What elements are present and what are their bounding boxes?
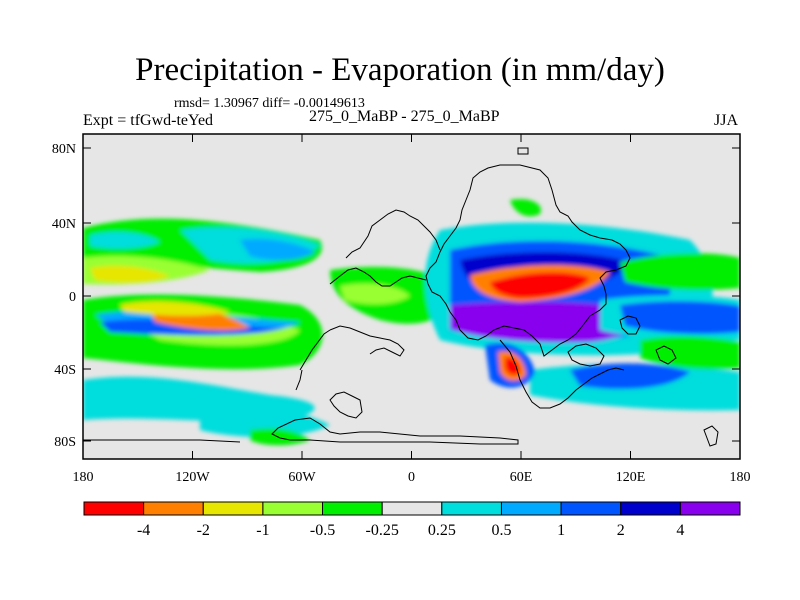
x-tick-label: 0 <box>408 470 415 485</box>
contour-patch <box>240 238 315 261</box>
y-tick-label: 40S <box>54 363 76 378</box>
colorbar-label: -0.5 <box>310 522 335 539</box>
x-axis: 180 120W 60W 0 60E 120E 180 <box>73 134 751 485</box>
colorbar-swatch <box>500 501 562 516</box>
contour-patch <box>620 301 740 334</box>
contour-fill-layer <box>83 198 740 446</box>
colorbar-label: 2 <box>617 522 625 539</box>
contour-patch <box>340 283 410 305</box>
continent-outline <box>345 209 441 259</box>
contour-patch <box>510 198 541 217</box>
contour-patch <box>90 231 160 249</box>
colorbar-swatch <box>381 501 443 516</box>
x-tick-label: 60W <box>288 470 316 485</box>
x-tick-label: 180 <box>73 470 94 485</box>
contour-patch <box>450 301 643 343</box>
colorbar: -4 -2 -1 -0.5 -0.25 0.25 0.5 1 2 4 <box>83 501 741 539</box>
colorbar-swatch <box>620 501 681 516</box>
continent-outline <box>329 325 405 357</box>
continent-outline <box>299 329 331 371</box>
colorbar-swatch <box>262 501 324 516</box>
continent-outline <box>499 339 625 409</box>
contour-patch <box>200 408 330 437</box>
colorbar-label: -1 <box>256 522 269 539</box>
colorbar-swatch <box>441 501 502 516</box>
contour-patch <box>620 253 740 290</box>
plot-title: Precipitation - Evaporation (in mm/day) <box>135 52 665 88</box>
x-tick-label: 120W <box>175 470 210 485</box>
colorbar-label: 0.25 <box>428 522 456 539</box>
continent-outline <box>271 417 519 445</box>
colorbar-swatch <box>322 501 383 516</box>
y-tick-label: 40N <box>52 217 76 232</box>
contour-patch <box>90 265 170 283</box>
colorbar-label: 1 <box>557 522 565 539</box>
x-tick-label: 120E <box>616 470 646 485</box>
contour-patch <box>490 272 590 298</box>
contour-patch <box>250 428 310 446</box>
x-tick-label: 180 <box>730 470 751 485</box>
experiment-label: Expt = tfGwd-teYed <box>83 112 214 129</box>
continent-outline <box>619 315 641 335</box>
colorbar-swatch <box>202 501 264 516</box>
coastline-layer <box>83 147 719 447</box>
continent-outline <box>329 391 363 419</box>
contour-patch <box>570 363 690 390</box>
continent-outline <box>655 345 677 365</box>
colorbar-label: -4 <box>137 522 150 539</box>
continent-outline <box>295 369 303 391</box>
continent-outline <box>425 164 631 357</box>
contour-patch <box>505 357 520 375</box>
y-tick-label: 80S <box>54 435 76 450</box>
colorbar-swatch <box>143 501 204 516</box>
contour-patch <box>640 336 740 370</box>
colorbar-swatch <box>83 501 145 516</box>
stats-label: rmsd= 1.30967 diff= -0.00149613 <box>174 96 365 111</box>
colorbar-swatch <box>560 501 622 516</box>
colorbar-label: -0.25 <box>366 522 399 539</box>
run-label: 275_0_MaBP - 275_0_MaBP <box>309 108 500 125</box>
season-label: JJA <box>714 112 739 129</box>
continent-outline <box>517 147 529 155</box>
colorbar-swatch <box>679 501 741 516</box>
x-tick-label: 60E <box>510 470 533 485</box>
y-tick-label: 0 <box>69 290 76 305</box>
colorbar-label: 0.5 <box>491 522 511 539</box>
y-tick-label: 80N <box>52 142 76 157</box>
colorbar-label: 4 <box>676 522 684 539</box>
continent-outline <box>567 343 605 367</box>
continent-outline <box>83 439 241 443</box>
y-axis: 80N 40N 0 40S 80S <box>52 142 740 450</box>
colorbar-label: -2 <box>197 522 210 539</box>
continent-outline <box>703 425 719 447</box>
continent-outline <box>329 267 427 287</box>
contour-patch <box>120 301 230 316</box>
